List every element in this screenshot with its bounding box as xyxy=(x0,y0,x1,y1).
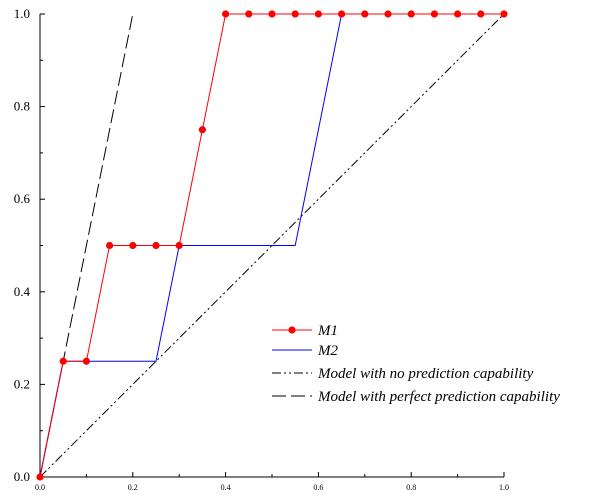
x-tick-label: 0.0 xyxy=(35,483,45,492)
x-tick-label: 0.4 xyxy=(221,483,231,492)
series-point-0 xyxy=(59,357,67,365)
series-point-0 xyxy=(175,241,183,250)
y-ticks: 0.0 0.2 0.4 0.6 0.8 1.0 xyxy=(14,6,45,484)
series-point-0 xyxy=(384,10,392,18)
series-point-0 xyxy=(407,10,415,18)
x-tick-label: 0.2 xyxy=(128,483,138,492)
series-line-2 xyxy=(39,13,505,478)
series-point-0 xyxy=(314,10,322,18)
y-tick-label: 0.6 xyxy=(14,191,31,206)
series-point-0 xyxy=(477,10,485,18)
series-point-0 xyxy=(454,10,462,18)
legend-label: Model with no prediction capability xyxy=(317,366,534,382)
legend: M1 M2 Model with no prediction capability M… xyxy=(272,323,560,405)
series-point-0 xyxy=(106,241,114,250)
series-point-0 xyxy=(152,241,160,250)
series-point-0 xyxy=(36,473,44,481)
legend-label: M2 xyxy=(317,343,338,359)
series-point-0 xyxy=(129,241,137,250)
series-point-0 xyxy=(338,10,346,18)
x-tick-label: 1.0 xyxy=(499,483,509,492)
x-tick-label: 0.8 xyxy=(406,483,416,492)
series-point-0 xyxy=(82,357,90,365)
y-tick-label: 1.0 xyxy=(14,6,30,21)
plot-area: 0.0 0.2 0.4 0.6 0.8 1.0 0.0 0.2 0.4 0.6 0.8 1.0 xyxy=(14,6,509,492)
series-point-0 xyxy=(222,10,230,18)
series-point-0 xyxy=(500,10,508,18)
y-tick-label: 0.4 xyxy=(14,284,31,299)
series-layer xyxy=(36,10,508,481)
legend-label: M1 xyxy=(317,323,338,339)
series-point-0 xyxy=(245,10,253,18)
series-point-0 xyxy=(430,10,438,18)
series-point-0 xyxy=(291,10,299,18)
y-tick-label: 0.8 xyxy=(14,99,30,114)
legend-label: Model with perfect prediction capability xyxy=(317,389,560,405)
y-tick-label: 0.2 xyxy=(14,376,30,391)
series-point-0 xyxy=(198,126,206,134)
x-ticks: 0.0 0.2 0.4 0.6 0.8 1.0 xyxy=(35,472,509,492)
y-tick-label: 0.0 xyxy=(14,469,30,484)
series-point-0 xyxy=(268,10,276,18)
x-tick-label: 0.6 xyxy=(313,483,323,492)
legend-marker xyxy=(288,326,296,334)
series-point-0 xyxy=(361,10,369,18)
